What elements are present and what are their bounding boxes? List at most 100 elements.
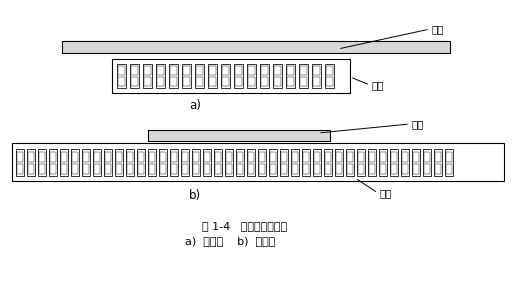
Bar: [49, 149, 57, 176]
Bar: [160, 152, 166, 162]
Bar: [71, 149, 79, 176]
Bar: [292, 152, 298, 162]
Bar: [222, 77, 229, 86]
Bar: [248, 66, 255, 75]
Bar: [160, 164, 166, 174]
Bar: [130, 64, 139, 88]
Text: 初级: 初级: [380, 188, 393, 198]
Bar: [412, 149, 420, 176]
Bar: [368, 149, 376, 176]
Bar: [138, 164, 144, 174]
Bar: [170, 66, 177, 75]
Bar: [347, 164, 353, 174]
Bar: [17, 164, 23, 174]
Bar: [126, 149, 134, 176]
Bar: [248, 77, 255, 86]
Bar: [314, 164, 320, 174]
Bar: [413, 164, 419, 174]
Bar: [61, 152, 67, 162]
Bar: [182, 64, 191, 88]
Bar: [286, 64, 295, 88]
Bar: [131, 66, 138, 75]
Bar: [112, 59, 350, 93]
Bar: [94, 164, 100, 174]
Bar: [287, 66, 294, 75]
Bar: [82, 149, 90, 176]
Bar: [38, 149, 46, 176]
Bar: [358, 152, 364, 162]
Bar: [115, 149, 123, 176]
Bar: [17, 152, 23, 162]
Bar: [214, 149, 222, 176]
Bar: [300, 66, 307, 75]
Bar: [117, 64, 126, 88]
Bar: [335, 149, 343, 176]
Bar: [358, 164, 364, 174]
Bar: [39, 152, 45, 162]
Bar: [226, 152, 232, 162]
Bar: [170, 149, 178, 176]
Bar: [193, 152, 199, 162]
Bar: [138, 152, 144, 162]
Bar: [302, 149, 310, 176]
Bar: [221, 64, 230, 88]
Bar: [401, 149, 409, 176]
Bar: [369, 164, 375, 174]
Bar: [260, 64, 269, 88]
Bar: [380, 164, 386, 174]
Bar: [62, 41, 450, 53]
Bar: [156, 64, 165, 88]
Text: 次级: 次级: [432, 24, 445, 34]
Bar: [94, 152, 100, 162]
Bar: [148, 130, 330, 141]
Bar: [83, 152, 89, 162]
Bar: [379, 149, 387, 176]
Bar: [247, 149, 255, 176]
Text: a): a): [189, 99, 201, 112]
Bar: [143, 64, 152, 88]
Bar: [423, 149, 431, 176]
Bar: [292, 164, 298, 174]
Text: 图 1-4   单边型直线电机: 图 1-4 单边型直线电机: [202, 221, 288, 231]
Text: 次级: 次级: [412, 119, 425, 129]
Bar: [204, 164, 210, 174]
Bar: [274, 77, 281, 86]
Text: b): b): [189, 189, 201, 201]
Bar: [313, 77, 320, 86]
Bar: [324, 149, 332, 176]
Bar: [72, 164, 78, 174]
Bar: [171, 164, 177, 174]
Bar: [182, 152, 188, 162]
Bar: [391, 152, 397, 162]
Bar: [182, 164, 188, 174]
Bar: [149, 152, 155, 162]
Bar: [325, 152, 331, 162]
Bar: [445, 149, 453, 176]
Bar: [248, 164, 254, 174]
Bar: [192, 149, 200, 176]
Bar: [50, 152, 56, 162]
Bar: [424, 152, 430, 162]
Bar: [27, 149, 35, 176]
Bar: [149, 164, 155, 174]
Bar: [144, 77, 151, 86]
Bar: [402, 152, 408, 162]
Bar: [281, 164, 287, 174]
Bar: [144, 66, 151, 75]
Bar: [127, 152, 133, 162]
Bar: [105, 152, 111, 162]
Bar: [183, 77, 190, 86]
Bar: [209, 77, 216, 86]
Bar: [380, 152, 386, 162]
Bar: [369, 152, 375, 162]
Bar: [148, 149, 156, 176]
Bar: [116, 152, 122, 162]
Bar: [273, 64, 282, 88]
Text: a)  短初级    b)  短次级: a) 短初级 b) 短次级: [185, 236, 275, 246]
Bar: [347, 152, 353, 162]
Bar: [303, 152, 309, 162]
Bar: [336, 152, 342, 162]
Bar: [28, 152, 34, 162]
Bar: [104, 149, 112, 176]
Bar: [259, 164, 265, 174]
